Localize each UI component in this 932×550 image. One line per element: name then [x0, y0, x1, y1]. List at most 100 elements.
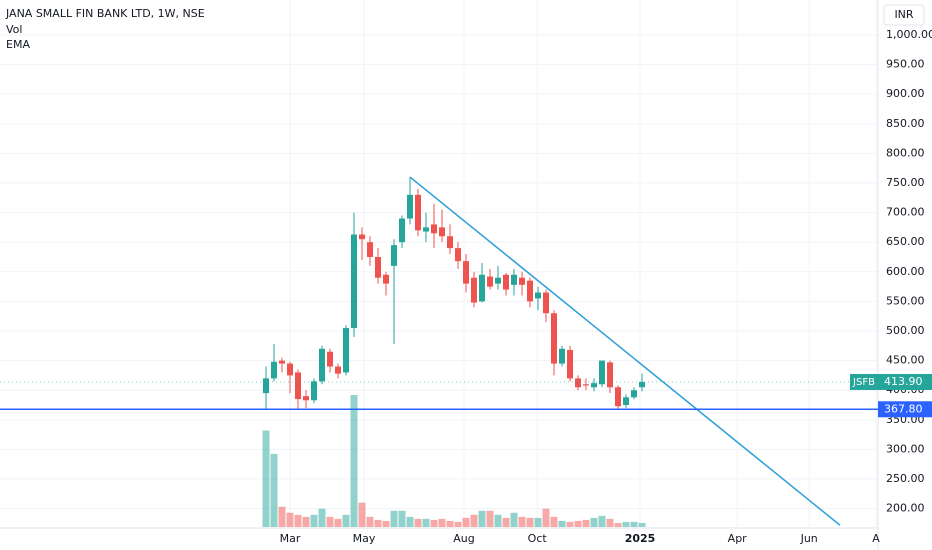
- candle-body: [591, 383, 597, 388]
- candle-body: [455, 248, 461, 262]
- y-tick-label: 650.00: [886, 235, 925, 248]
- indicator: Vol: [6, 23, 22, 36]
- candle-body: [615, 387, 621, 407]
- volume-bar: [550, 516, 558, 527]
- candle-body: [551, 313, 557, 364]
- grid: [0, 0, 878, 527]
- x-tick-label: 2025: [625, 532, 656, 545]
- y-tick-label: 450.00: [886, 354, 925, 367]
- candle-body: [631, 390, 637, 398]
- candle-body: [599, 360, 605, 385]
- volume-bar: [622, 521, 630, 527]
- volume-bar: [262, 430, 270, 527]
- candle-body: [567, 349, 573, 379]
- chart-title: JANA SMALL FIN BANK LTD, 1W, NSE: [5, 7, 205, 20]
- volume-bar: [518, 516, 526, 527]
- candle-body: [407, 194, 413, 219]
- volume-bar: [462, 517, 470, 527]
- volume-bar: [406, 516, 414, 527]
- volume-bar: [430, 519, 438, 527]
- price-label-bg: [878, 401, 932, 418]
- candle-body: [519, 277, 525, 285]
- trendline: [409, 176, 841, 526]
- candle-body: [327, 351, 333, 367]
- currency[interactable]: INR: [894, 8, 913, 21]
- volume-bar: [310, 514, 318, 527]
- y-tick-label: 550.00: [886, 294, 925, 307]
- volume-bar: [414, 518, 422, 527]
- candle-body: [495, 277, 501, 284]
- candle-body: [335, 366, 341, 374]
- candle-body: [367, 242, 373, 257]
- x-tick-label: May: [353, 532, 376, 545]
- volume-bar: [502, 517, 510, 527]
- candle-body: [535, 292, 541, 299]
- y-tick-label: 800.00: [886, 146, 925, 159]
- candle-body: [423, 227, 429, 232]
- volume-bar: [382, 520, 390, 527]
- candle-body: [279, 360, 285, 364]
- volume-bar: [574, 520, 582, 527]
- volume-bar: [294, 514, 302, 527]
- y-tick-label: 1,000.00: [886, 28, 932, 41]
- x-tick-label: Oct: [528, 532, 548, 545]
- volume-bar: [334, 518, 342, 527]
- volume-bar: [638, 522, 646, 527]
- candle-body: [391, 245, 397, 266]
- volume-bar: [438, 518, 446, 527]
- volume-bar: [542, 508, 550, 527]
- candle-body: [471, 277, 477, 303]
- symbol-bg: [850, 373, 878, 390]
- candle-body: [527, 280, 533, 302]
- candle-body: [623, 397, 629, 406]
- x-tick-label: Apr: [728, 532, 748, 545]
- y-tick-label: 500.00: [886, 324, 925, 337]
- volume-bar: [630, 521, 638, 527]
- volume-bar: [454, 521, 462, 527]
- candle-body: [487, 276, 493, 287]
- candle-body: [575, 378, 581, 388]
- candle-body: [415, 194, 421, 231]
- y-tick-label: 850.00: [886, 117, 925, 130]
- volume-bar: [486, 510, 494, 527]
- candle-body: [431, 224, 437, 234]
- candle-body: [463, 261, 469, 284]
- currency-button[interactable]: [883, 4, 925, 26]
- candle-body: [607, 362, 613, 388]
- candle-body: [295, 372, 301, 400]
- candle-body: [543, 292, 549, 314]
- volume-bar: [422, 518, 430, 527]
- candle-body: [399, 218, 405, 243]
- volume-bar: [590, 517, 598, 527]
- candle-body: [375, 256, 381, 278]
- volume-bar: [534, 517, 542, 527]
- volume-bar: [350, 395, 358, 527]
- price-label: 413.90: [884, 375, 923, 388]
- y-tick-label: 900.00: [886, 87, 925, 100]
- volume-bar: [494, 514, 502, 527]
- volume-bar: [358, 502, 366, 527]
- volume-bar: [470, 514, 478, 527]
- y-tick-label: 200.00: [886, 502, 925, 515]
- candle-body: [383, 274, 389, 284]
- x-tick-label: Jun: [800, 532, 818, 545]
- volume-bar: [366, 516, 374, 527]
- volume-bar: [566, 521, 574, 527]
- volume-bar: [278, 506, 286, 527]
- y-tick-label: 600.00: [886, 265, 925, 278]
- volume-bar: [318, 508, 326, 527]
- y-tick-label: 250.00: [886, 472, 925, 485]
- candle-body: [343, 328, 349, 373]
- candle-body: [359, 234, 365, 240]
- candle-body: [479, 274, 485, 302]
- candle-body: [511, 274, 517, 285]
- candle-body: [583, 384, 589, 386]
- x-tick-label: Aug: [453, 532, 474, 545]
- candle-body: [303, 396, 309, 401]
- price-label: 367.80: [884, 402, 923, 415]
- candle-body: [351, 234, 357, 329]
- candle-body: [447, 236, 453, 249]
- y-tick-label: 750.00: [886, 176, 925, 189]
- y-tick-label: 300.00: [886, 442, 925, 455]
- candle-body: [319, 348, 325, 382]
